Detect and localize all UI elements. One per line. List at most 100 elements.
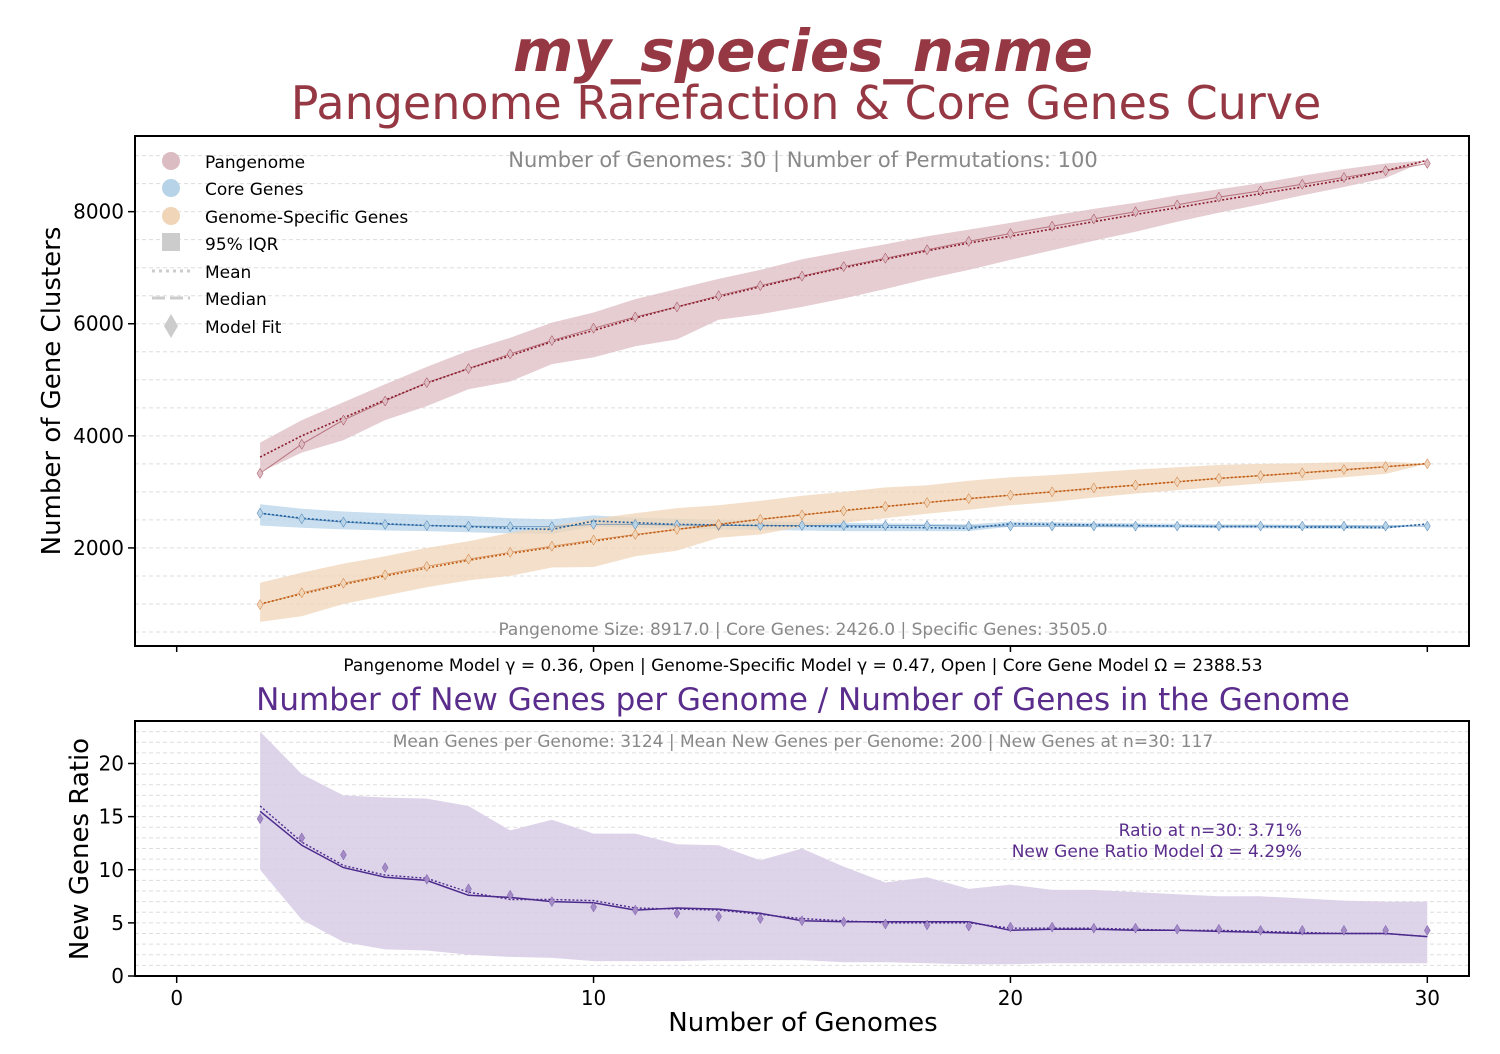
model-point-specific	[423, 561, 431, 572]
model-point-specific	[882, 501, 889, 512]
model-point-pangenome	[506, 348, 514, 360]
model-point-pangenome	[1340, 172, 1348, 183]
model-summary-text: Pangenome Model γ = 0.36, Open | Genome-…	[343, 656, 1262, 676]
model-point-ratio	[1090, 922, 1097, 934]
model-point-pangenome	[882, 252, 889, 264]
model-point-ratio	[757, 913, 764, 924]
model-point-ratio	[1215, 923, 1223, 935]
bottom-x-ticks: 0 10 20 30	[170, 976, 1440, 1010]
bottom-y-tick-label: 5	[111, 911, 124, 935]
bottom-y-ticks: 0 5 10 15 20	[99, 752, 135, 988]
model-point-specific	[256, 599, 264, 610]
model-point-ratio	[256, 813, 264, 825]
legend-item-pangenome: Pangenome	[162, 152, 305, 173]
model-point-specific	[840, 505, 847, 517]
model-point-ratio	[548, 896, 556, 907]
model-point-pangenome	[1299, 178, 1306, 190]
model-point-pangenome	[1215, 191, 1223, 203]
model-point-ratio	[965, 920, 972, 932]
model-point-core	[298, 513, 305, 525]
model-point-pangenome	[715, 290, 722, 302]
legend-item-core: Core Genes	[162, 179, 304, 200]
model-point-pangenome	[340, 414, 347, 426]
top-panel: 2000 4000 6000 8000 Number of Gene Clusters…	[37, 135, 1470, 652]
model-point-specific	[1382, 461, 1389, 473]
model-point-core	[381, 518, 389, 530]
model-point-pangenome	[1090, 213, 1098, 225]
model-point-specific	[715, 518, 722, 530]
model-point-specific	[465, 553, 472, 565]
model-point-pangenome	[757, 280, 764, 292]
model-point-core	[1257, 520, 1264, 532]
legend-item-median: Median	[152, 290, 267, 310]
x-axis-label: Number of Genomes	[668, 1008, 937, 1038]
model-point-specific	[590, 534, 597, 546]
model-point-specific	[1299, 467, 1306, 479]
model-point-specific	[298, 587, 305, 599]
model-point-ratio	[1340, 925, 1348, 936]
model-point-core	[1132, 520, 1139, 532]
model-point-pangenome	[423, 377, 431, 388]
model-point-core	[757, 520, 764, 531]
ratio-model-annotation: New Gene Ratio Model Ω = 4.29%	[1012, 842, 1302, 862]
model-point-pangenome	[1173, 199, 1181, 211]
band-specific	[260, 461, 1428, 622]
top-y-tick-label: 6000	[73, 312, 124, 336]
model-point-core	[548, 521, 556, 533]
model-point-specific	[1048, 486, 1056, 498]
bottom-x-tick-label: 30	[1415, 986, 1440, 1010]
model-point-ratio	[381, 862, 389, 873]
model-point-core	[1340, 520, 1348, 532]
model-point-ratio	[632, 904, 639, 916]
bottom-panel: 0 5 10 15 20 0 10 20 30 New Genes Ratio Number …	[65, 720, 1470, 1038]
legend-marker-core	[162, 179, 180, 197]
model-point-core	[465, 520, 472, 532]
model-point-specific	[1215, 473, 1223, 484]
model-point-specific	[757, 513, 764, 525]
legend-marker-specific	[162, 207, 180, 225]
bottom-y-axis-label: New Genes Ratio	[65, 738, 95, 960]
model-point-core	[1299, 520, 1306, 532]
model-point-ratio	[715, 911, 722, 922]
model-point-pangenome	[1424, 158, 1431, 169]
model-point-pangenome	[1007, 228, 1014, 239]
model-point-ratio	[1257, 925, 1264, 936]
model-point-core	[423, 520, 431, 531]
model-point-pangenome	[1132, 206, 1139, 218]
legend-label-iqr: 95% IQR	[205, 235, 279, 255]
chart-subtitle: Pangenome Rarefaction & Core Genes Curve	[291, 76, 1322, 130]
model-point-core	[506, 521, 514, 533]
ratio-annotation: Ratio at n=30: 3.71%	[1119, 821, 1302, 841]
model-point-specific	[1090, 482, 1098, 494]
bottom-plot-frame	[134, 720, 1470, 977]
model-point-ratio	[798, 915, 806, 927]
bottom-chart-title: Number of New Genes per Genome / Number …	[256, 682, 1350, 718]
model-point-ratio	[340, 849, 347, 861]
top-info-top: Number of Genomes: 30 | Number of Permut…	[508, 148, 1097, 173]
model-point-ratio	[1382, 925, 1389, 936]
legend-item-iqr: 95% IQR	[162, 233, 279, 255]
model-point-ratio	[1424, 925, 1431, 936]
model-point-ratio	[673, 908, 681, 919]
model-point-specific	[506, 547, 514, 558]
model-point-ratio	[423, 874, 430, 885]
model-point-specific	[1132, 479, 1139, 491]
bottom-y-tick-label: 15	[99, 805, 124, 829]
legend-label-mean: Mean	[205, 263, 251, 283]
legend-label-specific: Genome-Specific Genes	[205, 208, 408, 228]
model-point-specific	[1340, 464, 1348, 475]
model-point-specific	[548, 540, 556, 552]
legend-marker-iqr	[162, 233, 180, 251]
model-point-specific	[1007, 489, 1014, 501]
legend-item-mean: Mean	[152, 263, 251, 283]
model-point-ratio	[882, 918, 889, 930]
model-point-core	[1007, 520, 1014, 532]
model-point-pangenome	[1048, 220, 1056, 232]
bottom-x-tick-label: 10	[581, 986, 606, 1010]
model-point-core	[590, 518, 597, 530]
model-point-specific	[1173, 476, 1181, 488]
top-y-axis-label: Number of Gene Clusters	[37, 227, 67, 556]
model-point-ratio	[1299, 925, 1306, 936]
bottom-y-tick-label: 0	[111, 964, 124, 988]
model-point-ratio	[1007, 921, 1014, 933]
